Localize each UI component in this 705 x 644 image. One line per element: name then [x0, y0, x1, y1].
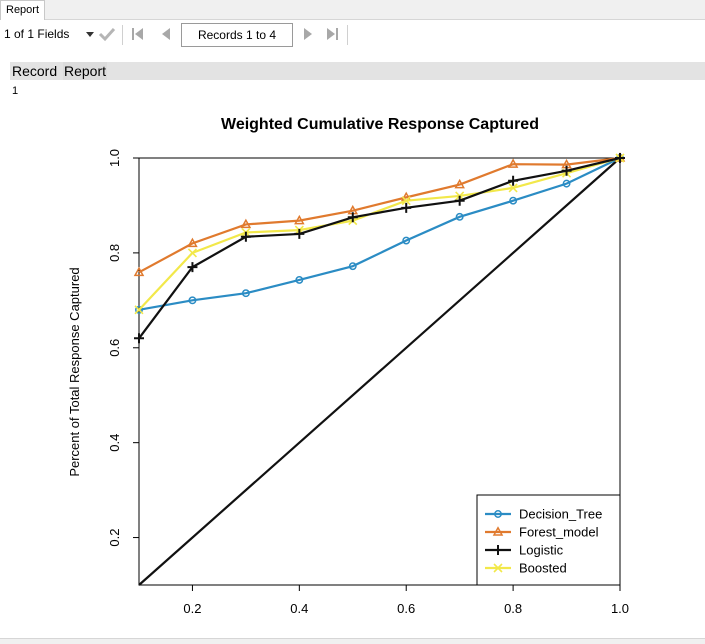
- plot-area: [138, 157, 621, 586]
- data-point-logistic: [187, 262, 198, 273]
- chevron-down-icon[interactable]: [86, 32, 94, 37]
- data-point-logistic: [615, 153, 625, 163]
- column-header-row: Record Report: [10, 62, 705, 80]
- series-line-forest-model: [138, 156, 621, 274]
- legend-marker-logistic: [493, 545, 503, 555]
- series-line-boosted: [138, 156, 621, 311]
- series-line-decision-tree: [138, 157, 621, 311]
- data-point-logistic: [134, 333, 144, 344]
- data-point-logistic: [454, 195, 465, 206]
- data-point-decision-tree: [562, 179, 571, 188]
- y-tick-label: 0.4: [107, 434, 122, 452]
- data-point-forest-model: [454, 178, 465, 189]
- legend-label-boosted: Boosted: [519, 561, 567, 576]
- next-page-icon[interactable]: [302, 26, 314, 42]
- legend-label-forest-model: Forest_model: [519, 525, 599, 540]
- fields-selector-label[interactable]: 1 of 1 Fields: [4, 27, 70, 41]
- data-point-forest-model: [507, 158, 519, 168]
- data-point-boosted: [508, 183, 518, 193]
- reference-diagonal-line: [138, 157, 621, 586]
- series-line-logistic: [138, 156, 621, 339]
- checkmark-icon[interactable]: [98, 26, 116, 42]
- data-point-forest-model: [240, 218, 252, 229]
- series-layer: [133, 152, 626, 586]
- data-point-boosted: [134, 305, 144, 315]
- x-tick-label: 0.2: [183, 601, 201, 616]
- data-point-decision-tree: [295, 275, 304, 284]
- x-tick-label: 0.6: [397, 601, 415, 616]
- legend-marker-decision-tree: [494, 510, 502, 518]
- data-point-decision-tree: [455, 212, 464, 221]
- data-point-forest-model: [133, 266, 145, 277]
- last-page-icon[interactable]: [325, 26, 339, 42]
- row-number: 1: [12, 85, 19, 97]
- legend-marker-forest-model: [492, 526, 504, 536]
- first-page-icon[interactable]: [131, 26, 145, 42]
- data-point-logistic: [561, 165, 572, 176]
- x-axis: 0.2 0.4 0.6 0.8 1.0: [183, 585, 629, 616]
- toolbar-separator: [347, 25, 348, 45]
- tab-bar: Report: [0, 0, 705, 20]
- records-indicator[interactable]: Records 1 to 4: [181, 23, 293, 47]
- y-axis: 0.2 0.4 0.6 0.8 1.0: [107, 149, 139, 547]
- data-point-logistic: [347, 212, 358, 223]
- y-tick-label: 1.0: [107, 149, 122, 167]
- data-point-logistic: [508, 175, 519, 186]
- legend-label-logistic: Logistic: [519, 543, 564, 558]
- y-axis-label: Percent of Total Response Captured: [67, 267, 82, 476]
- data-point-boosted: [401, 196, 411, 206]
- x-tick-label: 1.0: [611, 601, 629, 616]
- toolbar: 1 of 1 Fields Records 1 to 4: [0, 20, 705, 50]
- data-point-forest-model: [294, 214, 305, 225]
- data-point-boosted: [187, 248, 198, 258]
- legend: Decision_Tree Forest_model Logistic Boosted: [476, 494, 621, 586]
- data-point-decision-tree: [135, 305, 143, 314]
- data-point-logistic: [240, 231, 251, 242]
- tab-report[interactable]: Report: [0, 0, 46, 20]
- previous-page-icon[interactable]: [160, 26, 172, 42]
- x-tick-label: 0.8: [504, 601, 522, 616]
- y-tick-label: 0.6: [107, 339, 122, 357]
- data-point-decision-tree: [509, 196, 518, 205]
- data-point-decision-tree: [241, 289, 250, 298]
- toolbar-separator: [122, 25, 123, 45]
- y-tick-label: 0.2: [107, 529, 122, 547]
- status-bar: [0, 638, 705, 644]
- data-point-logistic: [294, 228, 305, 239]
- column-header-report[interactable]: Report: [63, 62, 108, 80]
- data-point-forest-model: [187, 237, 198, 248]
- y-tick-label: 0.8: [107, 244, 122, 262]
- legend-label-decision-tree: Decision_Tree: [519, 507, 602, 522]
- x-tick-label: 0.4: [290, 601, 308, 616]
- series-boosted: [134, 153, 625, 315]
- legend-marker-boosted: [493, 563, 503, 573]
- column-header-record[interactable]: Record: [12, 63, 58, 79]
- data-point-decision-tree: [402, 236, 411, 245]
- chart-title: Weighted Cumulative Response Captured: [221, 116, 539, 133]
- data-point-decision-tree: [188, 296, 197, 305]
- data-point-decision-tree: [348, 262, 357, 271]
- series-logistic: [134, 153, 625, 344]
- data-point-logistic: [401, 202, 412, 213]
